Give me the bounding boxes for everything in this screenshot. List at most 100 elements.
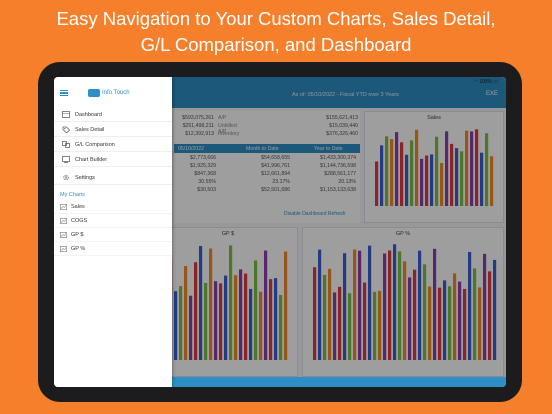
gp-chart-card[interactable]: GP $ (158, 227, 298, 377)
chart-item-gp[interactable]: GP $ (54, 228, 172, 242)
tag-icon (62, 126, 70, 133)
background-bar (313, 267, 317, 360)
background-bar (224, 275, 228, 360)
background-bar (244, 273, 248, 360)
background-bar (219, 283, 223, 360)
background-bar (408, 277, 412, 360)
chart-item-cogs[interactable]: COGS (54, 214, 172, 228)
logo-badge (88, 89, 100, 97)
table-row: $1,925,329 $41,996,761 $1,144,736,598 (190, 163, 356, 169)
drawer-header: Info Touch (54, 77, 172, 108)
background-bar (440, 163, 444, 206)
headline-line-1: Easy Navigation to Your Custom Charts, S… (56, 8, 496, 29)
date-range: As of: 05/10/2022 - Fiscal YTD over 3 Ye… (292, 92, 399, 98)
table-row: $2,773,666 $54,658,655 $1,433,300,374 (190, 155, 356, 161)
background-bar (388, 250, 392, 360)
background-bar (383, 253, 387, 360)
battery-icon: ▭ (493, 79, 498, 85)
background-bar (450, 143, 454, 206)
background-bar (179, 286, 183, 360)
summary-table-header: 05/10/2022 Month to Date Year to Date (174, 144, 360, 153)
background-bar (468, 251, 472, 360)
background-bar (438, 287, 442, 360)
app-name: Info Touch (102, 90, 130, 96)
menu-icon[interactable] (60, 90, 68, 97)
background-bar (348, 293, 352, 360)
background-bar (445, 131, 449, 206)
menu-item-sales-detail[interactable]: Sales Detail (54, 123, 172, 137)
chart-title: GP $ (221, 231, 235, 237)
background-bar (328, 268, 332, 360)
gp-percent-chart-card[interactable]: GP % (302, 227, 504, 377)
background-bar (194, 262, 198, 360)
background-bar (420, 158, 424, 206)
background-bar (393, 244, 397, 360)
background-bar (425, 155, 429, 206)
background-bar (490, 156, 494, 206)
menu-item-gl-comparison[interactable]: G/L Comparison (54, 138, 172, 152)
background-bar (353, 249, 357, 360)
background-bar (269, 279, 273, 360)
navigation-drawer: Info Touch Dashboard Sales Detail G/L Co… (54, 77, 172, 387)
tablet-screen: As of: 05/10/2022 - Fiscal YTD over 3 Ye… (54, 77, 506, 387)
background-bar (448, 286, 452, 360)
menu-item-settings[interactable]: Settings (54, 171, 172, 185)
background-bar (214, 281, 218, 360)
background-bar (428, 286, 432, 360)
background-bar (284, 251, 288, 360)
background-bar (333, 292, 337, 360)
headline-line-2: G/L Comparison, and Dashboard (140, 34, 412, 55)
background-bar (274, 278, 278, 360)
table-row: 30.55% 23.17% 20.13% (198, 179, 356, 185)
background-bar (395, 132, 399, 206)
disable-refresh-link[interactable]: Disable Dashboard Refresh (284, 211, 346, 217)
chart-icon (60, 246, 67, 252)
background-bar (189, 295, 193, 360)
background-bar (410, 140, 414, 206)
background-bar (460, 151, 464, 206)
background-bar (463, 288, 467, 360)
chart-icon (60, 218, 67, 224)
background-bar (323, 274, 327, 360)
bottom-bar (172, 377, 506, 387)
background-bar (485, 133, 489, 206)
chart-item-sales[interactable]: Sales (54, 200, 172, 214)
background-bar (363, 282, 367, 360)
dim-overlay[interactable] (172, 77, 506, 387)
background-bar (473, 268, 477, 360)
status-bar: ◠ 100% ▭ (473, 79, 498, 85)
gp-percent-chart (313, 244, 497, 360)
background-bar (343, 253, 347, 360)
background-bar (239, 269, 243, 360)
background-bar (423, 264, 427, 360)
background-bar (403, 261, 407, 360)
chart-builder-icon (62, 156, 70, 163)
background-bar (483, 253, 487, 360)
sales-chart-card[interactable]: Sales (364, 111, 504, 223)
background-bar (453, 273, 457, 360)
background-bar (478, 287, 482, 360)
chart-item-gp-percent[interactable]: GP % (54, 242, 172, 256)
compare-icon (62, 141, 70, 148)
tablet-frame: As of: 05/10/2022 - Fiscal YTD over 3 Ye… (38, 62, 522, 402)
background-bar (249, 288, 253, 360)
background-bar (209, 248, 213, 360)
menu-item-chart-builder[interactable]: Chart Builder (54, 153, 172, 167)
background-bar (184, 266, 188, 360)
background-bar (199, 246, 203, 360)
my-charts-heading: My Charts (60, 192, 86, 198)
wifi-icon: ◠ (473, 79, 478, 85)
menu-item-dashboard[interactable]: Dashboard (54, 108, 172, 122)
background-bar (458, 281, 462, 360)
chart-icon (60, 204, 67, 210)
background-bar (435, 136, 439, 206)
background-bar (465, 130, 469, 206)
dashboard-icon (62, 111, 70, 118)
top-action-button[interactable]: EXE (485, 91, 498, 97)
background-bar (475, 129, 479, 206)
background-bar (400, 142, 404, 206)
background-bar (480, 152, 484, 206)
table-row: $847,368 $12,661,894 $288,561,177 (194, 171, 356, 177)
background-bar (378, 290, 382, 360)
background-bar (279, 294, 283, 360)
